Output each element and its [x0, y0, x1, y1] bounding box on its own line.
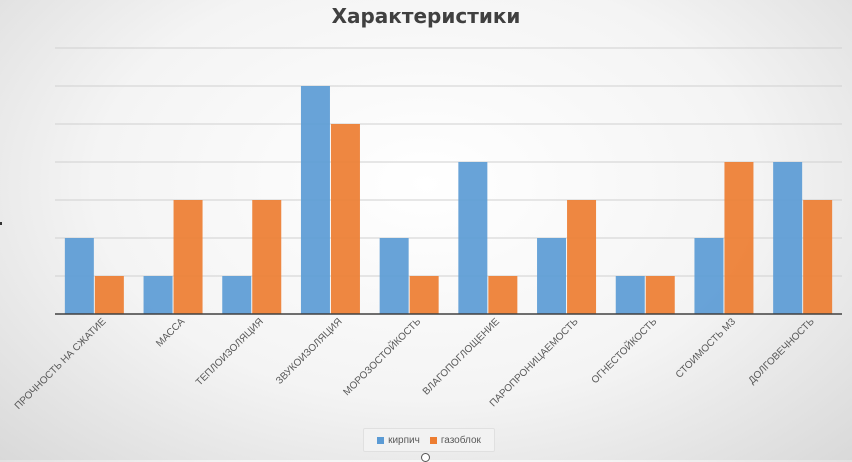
bar-2-5[interactable]: [409, 276, 439, 314]
left-edge-mark: [0, 222, 2, 225]
legend-label-series-1: кирпич: [388, 434, 420, 446]
bar-1-5[interactable]: [379, 238, 409, 314]
bar-2-4[interactable]: [330, 124, 360, 314]
resize-handle[interactable]: [421, 453, 430, 462]
bar-2-3[interactable]: [252, 200, 282, 314]
x-tick-label: ВЛАГОПОГЛОЩЕНИЕ: [421, 316, 502, 397]
bar-2-10[interactable]: [803, 200, 833, 314]
x-tick-label: ОГНЕСТОЙКОСТЬ: [588, 315, 659, 386]
x-tick-label: МОРОЗОСТОЙКОСТЬ: [340, 315, 423, 398]
bar-2-8[interactable]: [645, 276, 675, 314]
x-tick-label: ПРОЧНОСТЬ НА СЖАТИЕ: [13, 316, 109, 412]
legend-item-series-2: газоблок: [429, 434, 481, 446]
bar-1-1[interactable]: [64, 238, 94, 314]
bar-2-2[interactable]: [173, 200, 203, 314]
bar-1-9[interactable]: [694, 238, 724, 314]
bar-2-1[interactable]: [94, 276, 124, 314]
chart-title: Характеристики: [331, 4, 521, 28]
x-tick-label: ЗВУКОИЗОЛЯЦИЯ: [274, 316, 344, 386]
legend-item-series-1: кирпич: [377, 435, 420, 446]
x-tick-label: ПАРОПРОНИЦАЕМОСТЬ: [488, 316, 581, 409]
bar-2-6[interactable]: [488, 276, 518, 314]
bar-1-7[interactable]: [537, 238, 567, 314]
x-tick-label: ТЕПЛОИЗОЛЯЦИЯ: [194, 316, 266, 388]
x-tick-label: СТОИМОСТЬ М3: [674, 316, 739, 381]
x-tick-label: ДОЛГОВЕЧНОСТЬ: [747, 316, 817, 386]
legend[interactable]: кирпич газоблок: [363, 428, 495, 452]
bar-1-4[interactable]: [300, 86, 330, 314]
bar-2-7[interactable]: [567, 200, 597, 314]
x-tick-label: МАССА: [154, 316, 187, 349]
bar-1-2[interactable]: [143, 276, 173, 314]
legend-swatch-series-1: [377, 436, 385, 444]
bar-1-10[interactable]: [773, 162, 803, 314]
bar-1-8[interactable]: [615, 276, 645, 314]
bar-1-6[interactable]: [458, 162, 488, 314]
legend-label-series-2: газоблок: [440, 434, 481, 446]
legend-swatch-series-2: [429, 436, 437, 444]
bar-1-3[interactable]: [222, 276, 252, 314]
bar-2-9[interactable]: [724, 162, 754, 314]
